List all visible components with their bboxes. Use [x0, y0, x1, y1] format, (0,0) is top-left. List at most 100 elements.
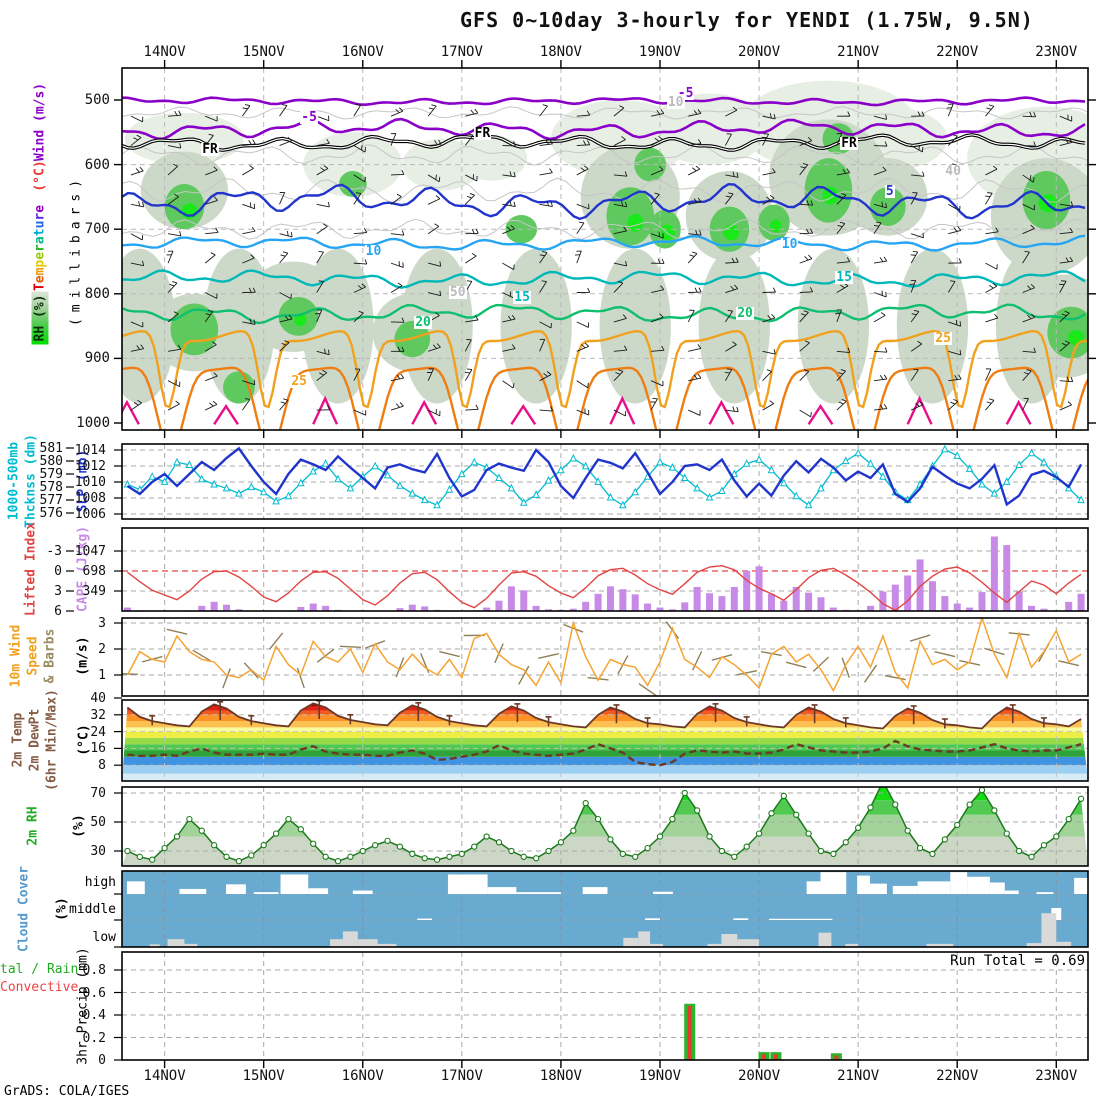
wind-barb [576, 409, 589, 416]
thickness-marker [619, 500, 627, 509]
cloud-low-bar [1056, 941, 1072, 947]
isotherm--5 [122, 96, 1086, 107]
cape-bar [297, 606, 305, 611]
wind-barb [539, 172, 553, 176]
wind-barb [1059, 231, 1073, 235]
wind-barb [762, 171, 776, 176]
wind-barb [390, 262, 404, 268]
rh-marker [619, 850, 626, 858]
wind-barb [576, 144, 590, 146]
rh-marker [557, 839, 565, 846]
wind-barb [650, 138, 663, 146]
wind-barb [836, 261, 850, 264]
wind-barb [799, 140, 812, 146]
wind-barb [464, 194, 475, 205]
cape-bar [792, 586, 800, 611]
wind10m-tick-label: 3 [98, 616, 106, 631]
wind-barb [576, 114, 590, 117]
wind-barb [948, 350, 961, 356]
rh-marker [223, 853, 230, 860]
rh-marker [718, 847, 726, 855]
wind-barb [279, 399, 289, 411]
rh-marker [892, 801, 899, 808]
wind-barb [1022, 370, 1032, 381]
series-line [126, 702, 1082, 730]
cloud-panel [122, 871, 1088, 947]
wind-barb [242, 168, 254, 176]
wind-barb [167, 348, 181, 352]
cloud-low-bar [845, 943, 859, 947]
cape-bar [780, 600, 788, 611]
wind10m-tick-label: 1 [98, 668, 106, 683]
thickness-marker [1015, 460, 1023, 468]
date-label-top: 16NOV [341, 44, 384, 60]
wind10m-barb [166, 628, 188, 635]
cloud-high-bar [820, 872, 847, 894]
wind-barb [688, 143, 702, 146]
thickness-marker [866, 459, 875, 467]
wind-barb [279, 292, 292, 300]
rh-shading-blob [797, 248, 870, 404]
wind-barb [242, 105, 251, 117]
rh-marker [421, 855, 428, 862]
precip-convective-bar [687, 1006, 692, 1060]
wind-barb [353, 369, 361, 381]
wind-barb [613, 349, 627, 352]
cape-bar [990, 536, 998, 611]
wind-barb [725, 310, 734, 323]
rh-marker [458, 850, 465, 858]
wind-barb [947, 281, 956, 293]
rh-marker [681, 789, 688, 797]
wind-barb [688, 377, 702, 382]
thickness-marker [470, 457, 479, 466]
cape-bar [582, 601, 590, 611]
wind-barb [130, 233, 143, 241]
thickness-marker [718, 486, 726, 494]
temperature-axis-label: Temperature [33, 205, 48, 291]
cloud-axis-label: Cloud Cover [16, 865, 32, 953]
rh-marker [978, 787, 986, 794]
wind-barb [242, 230, 256, 235]
date-label-top: 18NOV [539, 44, 582, 60]
precip-tick-label: 0.6 [82, 985, 106, 1001]
wind-barb [688, 347, 701, 352]
precip-tick-label: 0.4 [82, 1008, 106, 1023]
wind10m-axis-label-2: Speed [25, 636, 41, 676]
wind-barb [205, 169, 218, 176]
wind-barb [464, 369, 473, 381]
thickness-marker [519, 498, 528, 506]
wind-barb [353, 232, 367, 235]
wind-barb [613, 409, 626, 417]
cloud-high-bar [352, 890, 373, 894]
wind-barb [873, 378, 887, 382]
cloud-low-bar [1026, 943, 1042, 947]
wind-barb [279, 105, 288, 117]
wind-barb [539, 203, 553, 207]
cloud-row-low-label: low [92, 930, 116, 945]
thickness-marker [420, 495, 429, 504]
slp-tick-label: 1012 [74, 459, 106, 474]
wind-barb [390, 233, 404, 236]
wind-barb [390, 285, 403, 293]
cloud-high-bar [967, 876, 990, 894]
cape-bar [891, 584, 899, 611]
wind-barb [725, 109, 738, 117]
wind-barb [316, 203, 330, 208]
temp-band [122, 756, 1088, 766]
wind-barb [688, 409, 701, 416]
wind10m-barb [192, 649, 212, 662]
wind-barb [985, 168, 998, 176]
wind-barb [539, 321, 552, 329]
precip-box [121, 951, 1089, 1061]
rh2m-tick-label: 30 [90, 844, 106, 859]
cloud-high-bar [1036, 892, 1054, 894]
isotherm-35 [906, 395, 933, 425]
wind-barb [316, 350, 330, 356]
wind-barb [428, 292, 441, 297]
wind10m-barb [563, 623, 584, 633]
wind-barb [539, 252, 548, 264]
cloud-middle-bar [768, 918, 833, 920]
wind-barb [205, 115, 218, 122]
rh-marker [334, 858, 342, 865]
